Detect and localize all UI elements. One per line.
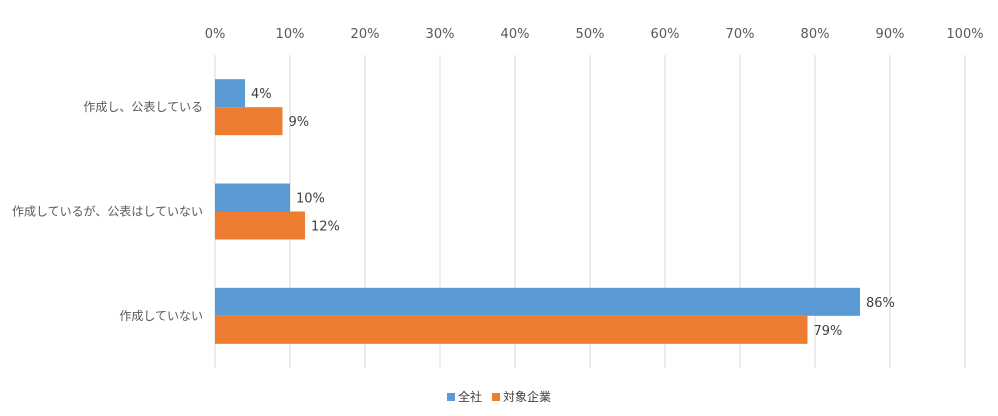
- category-label: 作成していない: [119, 309, 203, 323]
- legend-swatch-zensha: [446, 392, 455, 401]
- data-label: 12%: [311, 220, 340, 235]
- x-tick-label: 60%: [651, 27, 680, 42]
- x-tick-label: 100%: [946, 27, 983, 42]
- bar: [215, 315, 808, 344]
- x-tick-label: 20%: [351, 27, 380, 42]
- x-tick-label: 50%: [576, 27, 605, 42]
- bar: [215, 287, 860, 316]
- data-label: 79%: [814, 324, 843, 339]
- data-label: 9%: [289, 115, 310, 130]
- x-tick-label: 0%: [205, 27, 226, 42]
- x-tick-label: 70%: [726, 27, 755, 42]
- legend-swatch-taisho: [492, 392, 500, 401]
- legend-item-zensha: 全社: [446, 388, 482, 405]
- bar: [215, 107, 283, 136]
- bar: [215, 79, 245, 108]
- bar: [215, 211, 305, 240]
- x-tick-label: 40%: [501, 27, 530, 42]
- x-tick-label: 10%: [276, 27, 305, 42]
- x-tick-label: 90%: [876, 27, 905, 42]
- legend-label-taisho: 対象企業: [503, 390, 552, 404]
- bar-chart: 0% 10% 20% 30% 40% 50% 60% 70% 80% 90% 100% 作成し、公表し…: [12, 27, 984, 368]
- legend: 全社 対象企業: [0, 388, 998, 405]
- x-tick-label: 30%: [426, 27, 455, 42]
- data-label: 10%: [296, 192, 325, 207]
- data-label: 4%: [251, 87, 272, 102]
- category-label: 作成し、公表している: [83, 100, 203, 114]
- bar: [215, 183, 290, 212]
- legend-item-taisho: 対象企業: [492, 388, 551, 405]
- legend-label-zensha: 全社: [457, 390, 482, 404]
- category-label: 作成しているが、公表はしていない: [12, 204, 203, 219]
- data-label: 86%: [866, 296, 895, 311]
- x-tick-label: 80%: [801, 27, 830, 42]
